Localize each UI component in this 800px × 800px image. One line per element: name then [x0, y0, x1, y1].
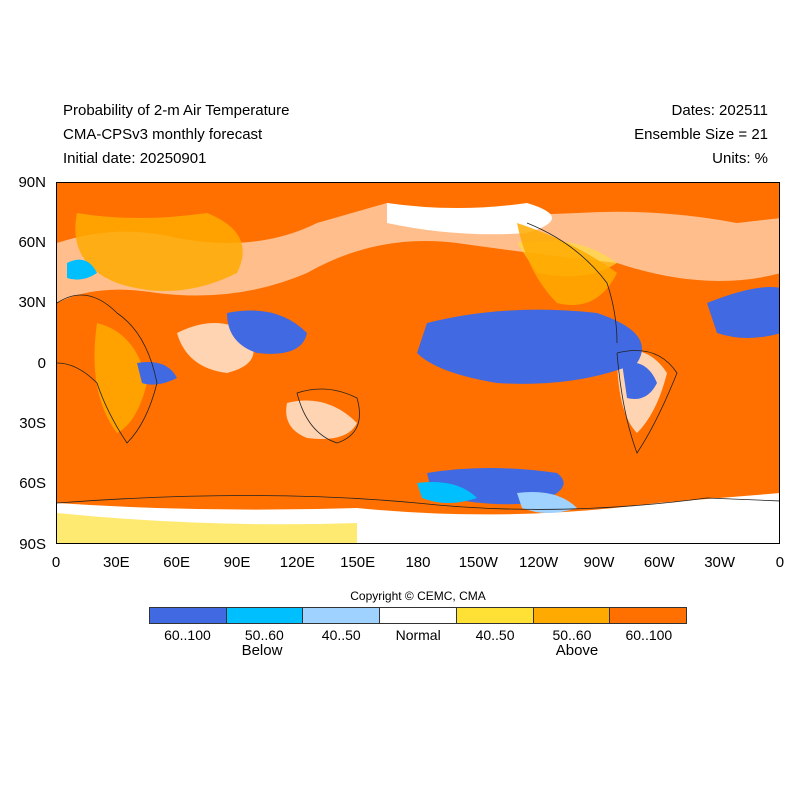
coastlines: [57, 222, 779, 510]
below-label: Below: [241, 642, 283, 659]
colorbar-swatch: [303, 608, 381, 623]
colorbar-swatch: [610, 608, 687, 623]
lon-tick: 90W: [583, 554, 615, 571]
chart-title: Probability of 2-m Air Temperature: [63, 102, 290, 119]
lon-tick: 60W: [643, 554, 675, 571]
forecast-dates: Dates: 202511: [671, 102, 768, 119]
lon-tick: 150W: [458, 554, 498, 571]
lat-tick: 30N: [18, 294, 46, 311]
colorbar-label: Normal: [395, 627, 441, 643]
lon-tick: 30W: [704, 554, 736, 571]
colorbar-swatch: [533, 608, 611, 623]
colorbar-label: 50..60: [244, 627, 284, 643]
lat-tick: 60N: [18, 234, 46, 251]
units-label: Units: %: [712, 150, 768, 167]
lon-tick: 90E: [223, 554, 251, 571]
below-40-50-regions: [517, 492, 577, 513]
colorbar-label: 50..60: [552, 627, 592, 643]
above-50-60-regions: [75, 213, 617, 433]
lon-tick: 0: [775, 554, 785, 571]
colorbar-swatch: [456, 608, 534, 623]
colorbar-label: 40..50: [475, 627, 515, 643]
lon-tick: 180: [405, 554, 431, 571]
lon-tick: 150E: [340, 554, 376, 571]
colorbar-label: 40..50: [321, 627, 361, 643]
lon-tick: 30E: [102, 554, 130, 571]
colorbar: [149, 607, 687, 624]
copyright: Copyright © CEMC, CMA: [350, 589, 486, 603]
colorbar-swatch: [150, 608, 227, 623]
below-50-60-regions: [67, 259, 477, 503]
lon-tick: 120W: [519, 554, 559, 571]
colorbar-swatch: [226, 608, 304, 623]
initial-date: Initial date: 20250901: [63, 150, 207, 167]
lat-tick: 90S: [19, 536, 46, 553]
colorbar-label: 60..100: [164, 627, 211, 643]
colorbar-label: 60..100: [625, 627, 673, 643]
probability-map: [56, 182, 780, 544]
lat-tick: 90N: [18, 174, 46, 191]
lat-tick: 0: [37, 355, 46, 372]
lat-tick: 60S: [19, 475, 46, 492]
lat-tick: 30S: [19, 415, 46, 432]
colorbar-swatch: [380, 608, 457, 623]
lon-tick: 0: [51, 554, 61, 571]
ensemble-size: Ensemble Size = 21: [634, 126, 768, 143]
lon-tick: 120E: [279, 554, 315, 571]
above-label: Above: [555, 642, 599, 659]
lon-tick: 60E: [163, 554, 191, 571]
model-label: CMA-CPSv3 monthly forecast: [63, 126, 263, 143]
